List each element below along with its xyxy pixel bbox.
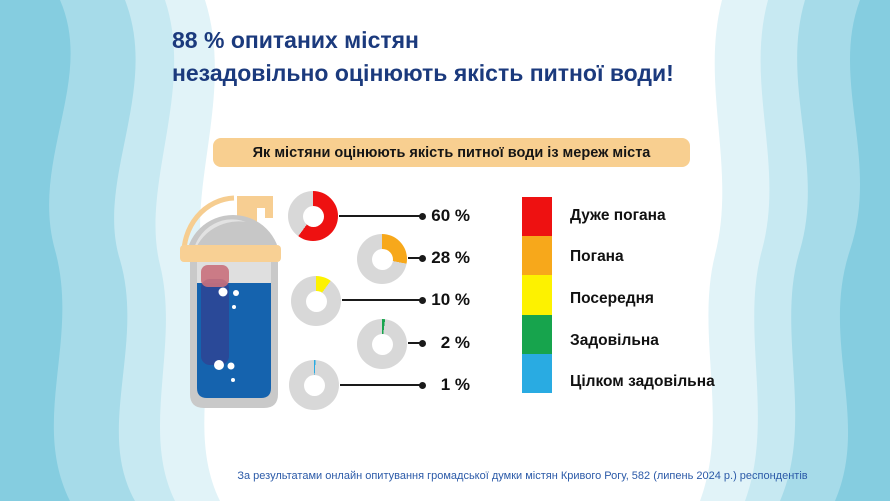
- title-line-1: 88 % опитаних містян: [172, 27, 419, 53]
- leader-dot-icon: [419, 381, 426, 389]
- leader-line-2: [408, 339, 426, 347]
- legend-label-poserednia: Посередня: [570, 290, 654, 307]
- donut-duzhe-pohana: [288, 191, 338, 241]
- donut-hole: [303, 374, 325, 396]
- percent-label-2: 2 %: [440, 333, 470, 352]
- percent-label-10: 10 %: [431, 290, 470, 309]
- chart-title-banner: Як містяни оцінюють якість питної води і…: [213, 138, 690, 167]
- leader-line-10: [342, 296, 426, 304]
- legend-swatch-duzhe-pohana: [522, 197, 552, 237]
- leader-line-1: [340, 381, 426, 389]
- legend-swatch-poserednia: [522, 275, 552, 315]
- source-note: За результатами онлайн опитування громад…: [237, 470, 808, 482]
- leader-line-60: [339, 212, 426, 220]
- percent-label-60: 60 %: [431, 206, 470, 225]
- legend-swatch-tsilkom-zadovilna: [522, 353, 552, 394]
- percent-label-1: 1 %: [440, 375, 470, 394]
- leader-dot-icon: [419, 254, 426, 262]
- leader-dot-icon: [419, 212, 426, 220]
- donut-hole: [371, 248, 393, 270]
- legend-label-tsilkom-zadovilna: Цілком задовільна: [570, 373, 715, 390]
- legend-swatch-zadovilna: [522, 314, 552, 354]
- title-line-2: незадовільно оцінюють якість питної води…: [172, 60, 674, 86]
- legend-label-zadovilna: Задовільна: [570, 332, 659, 349]
- chart-title-text: Як містяни оцінюють якість питної води і…: [252, 144, 651, 161]
- leader-dot-icon: [419, 339, 426, 347]
- water-bottle-illustration: [180, 195, 281, 408]
- donut-tsilkom-zadovilna: [289, 360, 339, 410]
- legend-swatch-pohana: [522, 236, 552, 276]
- legend-label-pohana: Погана: [570, 248, 624, 265]
- donut-pohana: [357, 234, 407, 284]
- donut-hole: [305, 290, 327, 312]
- legend-label-duzhe-pohana: Дуже погана: [570, 207, 666, 224]
- leader-dot-icon: [419, 296, 426, 304]
- leader-line-28: [408, 254, 426, 262]
- legend-color-scale: [522, 197, 552, 394]
- donut-poserednia: [291, 276, 341, 326]
- donut-zadovilna: [357, 319, 407, 369]
- donut-hole: [302, 205, 324, 227]
- page-title: 88 % опитаних містян незадовільно оцінюю…: [172, 24, 674, 90]
- percent-label-28: 28 %: [431, 248, 470, 267]
- donut-hole: [371, 333, 393, 355]
